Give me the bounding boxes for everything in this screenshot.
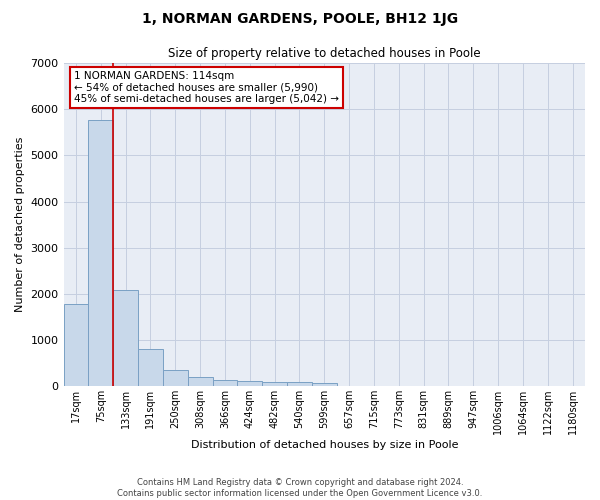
Bar xyxy=(212,380,238,386)
Bar xyxy=(113,290,138,386)
Bar xyxy=(287,382,312,386)
Bar xyxy=(88,120,113,386)
Bar xyxy=(312,382,337,386)
Bar xyxy=(163,370,188,386)
Title: Size of property relative to detached houses in Poole: Size of property relative to detached ho… xyxy=(168,48,481,60)
Bar xyxy=(262,382,287,386)
Bar xyxy=(238,381,262,386)
X-axis label: Distribution of detached houses by size in Poole: Distribution of detached houses by size … xyxy=(191,440,458,450)
Bar xyxy=(138,349,163,386)
Text: 1 NORMAN GARDENS: 114sqm
← 54% of detached houses are smaller (5,990)
45% of sem: 1 NORMAN GARDENS: 114sqm ← 54% of detach… xyxy=(74,71,339,104)
Bar xyxy=(64,304,88,386)
Text: 1, NORMAN GARDENS, POOLE, BH12 1JG: 1, NORMAN GARDENS, POOLE, BH12 1JG xyxy=(142,12,458,26)
Bar xyxy=(188,377,212,386)
Y-axis label: Number of detached properties: Number of detached properties xyxy=(15,137,25,312)
Text: Contains HM Land Registry data © Crown copyright and database right 2024.
Contai: Contains HM Land Registry data © Crown c… xyxy=(118,478,482,498)
